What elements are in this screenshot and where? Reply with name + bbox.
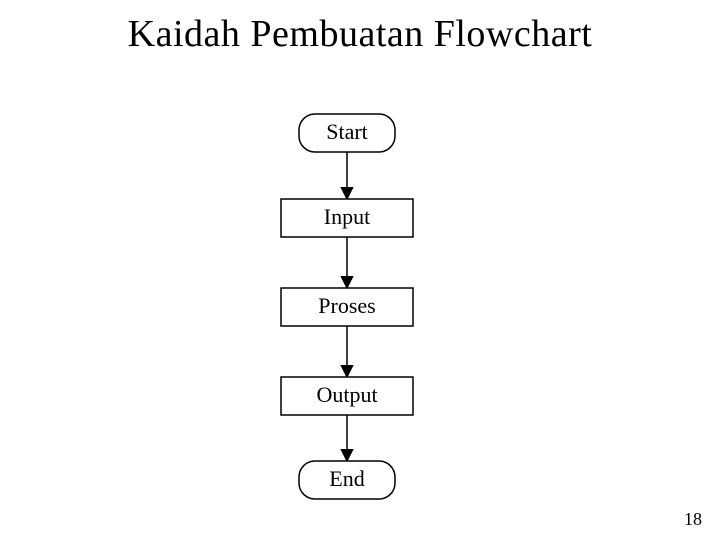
node-label-proses: Proses [318, 293, 375, 318]
node-label-input: Input [324, 204, 370, 229]
node-label-end: End [329, 466, 364, 491]
node-label-output: Output [316, 382, 377, 407]
flowchart-canvas: Start Input Proses Output End [0, 0, 720, 540]
page-number: 18 [684, 509, 702, 530]
node-label-start: Start [326, 119, 368, 144]
